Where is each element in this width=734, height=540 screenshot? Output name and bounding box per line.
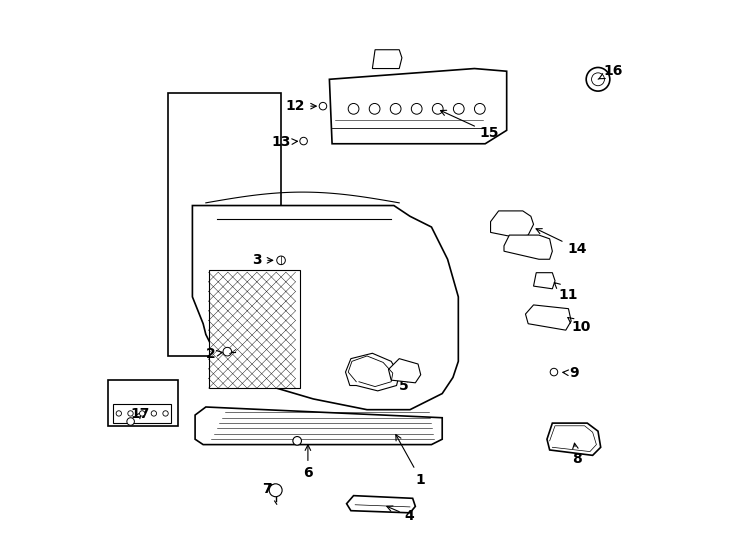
Circle shape	[151, 411, 156, 416]
Text: 14: 14	[536, 228, 587, 255]
Polygon shape	[330, 69, 506, 144]
Circle shape	[454, 104, 464, 114]
Bar	[108, 380, 178, 426]
Polygon shape	[114, 404, 171, 423]
Text: 5: 5	[399, 375, 409, 393]
Text: 4: 4	[387, 506, 415, 523]
Circle shape	[369, 104, 380, 114]
Polygon shape	[534, 273, 555, 289]
Polygon shape	[504, 235, 553, 259]
Circle shape	[116, 411, 122, 416]
Circle shape	[592, 73, 605, 86]
Polygon shape	[372, 50, 402, 69]
Circle shape	[277, 256, 286, 265]
Text: 11: 11	[554, 282, 578, 302]
Circle shape	[390, 104, 401, 114]
Text: 7: 7	[262, 482, 275, 496]
Circle shape	[163, 411, 168, 416]
Circle shape	[300, 137, 308, 145]
Text: 16: 16	[598, 64, 622, 79]
Circle shape	[223, 347, 232, 356]
Polygon shape	[547, 423, 600, 455]
Text: 17: 17	[131, 407, 150, 421]
Circle shape	[128, 411, 133, 416]
Circle shape	[411, 104, 422, 114]
Circle shape	[139, 411, 145, 416]
Polygon shape	[526, 305, 571, 330]
Polygon shape	[388, 359, 421, 383]
Text: 9: 9	[563, 366, 579, 380]
Text: 1: 1	[396, 435, 426, 487]
Text: 12: 12	[286, 99, 316, 113]
Circle shape	[474, 104, 485, 114]
Polygon shape	[490, 211, 534, 238]
Circle shape	[293, 436, 302, 445]
Polygon shape	[346, 353, 399, 391]
Text: 8: 8	[573, 443, 582, 466]
Circle shape	[319, 103, 327, 110]
Text: 10: 10	[568, 318, 591, 334]
Circle shape	[550, 368, 558, 376]
Bar	[168, 93, 281, 356]
Text: 2: 2	[206, 347, 222, 361]
Circle shape	[432, 104, 443, 114]
Text: 13: 13	[272, 135, 297, 149]
Polygon shape	[346, 496, 415, 513]
Polygon shape	[195, 407, 442, 444]
Text: 6: 6	[303, 445, 313, 480]
Polygon shape	[208, 270, 300, 388]
Text: 15: 15	[440, 110, 499, 140]
Text: 3: 3	[252, 253, 273, 267]
Circle shape	[348, 104, 359, 114]
Polygon shape	[192, 206, 458, 410]
Circle shape	[586, 68, 610, 91]
Circle shape	[127, 418, 134, 426]
Circle shape	[269, 484, 282, 497]
